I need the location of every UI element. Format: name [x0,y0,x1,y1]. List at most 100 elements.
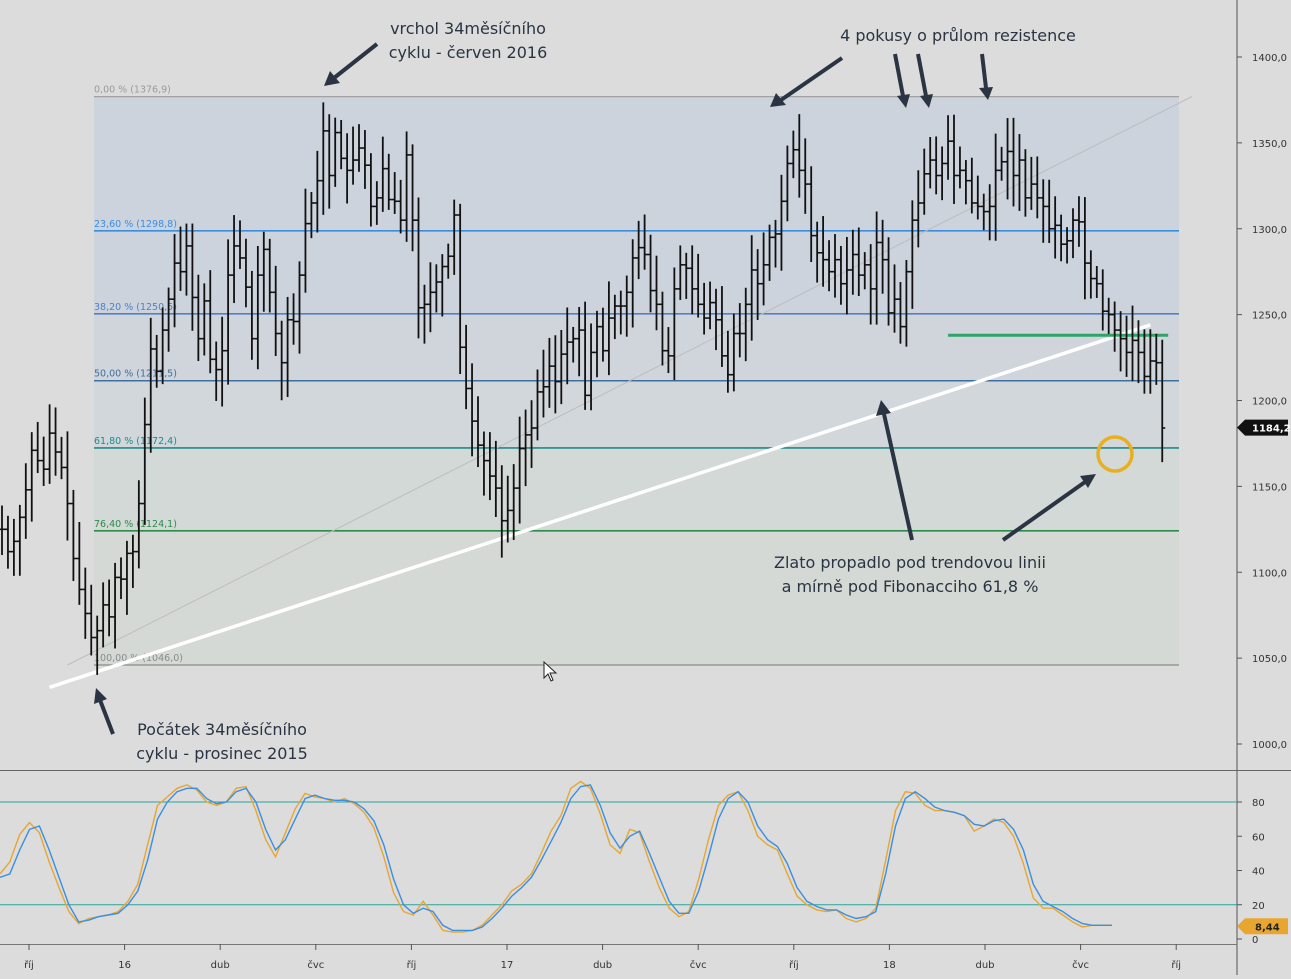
price-bar [350,126,357,185]
price-bar [599,307,606,362]
price-bar [1058,214,1065,262]
price-bar [974,175,981,220]
arrow-peak-shaft [332,42,379,80]
price-bar [308,192,315,239]
price-bar [248,270,255,360]
price-bar [570,326,577,363]
time-tick-label: 18 [883,960,896,971]
price-bar [367,153,374,227]
oscillator-tick-label: 60 [1252,832,1265,843]
annotation-resistance-line1: 4 pokusy o průlom rezistence [840,26,1076,45]
price-bar [46,404,53,484]
price-bar [909,200,916,309]
price-bar [451,199,458,275]
fib-zone-fill [94,230,1179,314]
price-bar [242,238,249,308]
price-bar [629,239,636,328]
price-bar [237,220,243,269]
time-tick-label: říj [789,959,799,971]
fib-level-label: 76,40 % (1124,1) [94,519,177,530]
price-bar [70,489,77,582]
price-bar [1117,311,1124,372]
price-axis: 1000,0 1050,0 1100,0 1150,0 1200,0 1250,0 1300… [1237,53,1287,751]
price-bar [1034,156,1041,219]
price-bar [945,115,952,180]
price-bar [361,130,368,189]
price-bar [897,282,904,344]
price-bar [28,432,35,522]
price-bar [766,224,773,281]
time-tick-label: říj [407,959,417,971]
price-bar [165,287,172,352]
price-bar [314,150,321,233]
price-bar [701,282,708,335]
fib-zone-fill [94,447,1179,531]
price-bar [962,160,969,205]
price-tick-label: 1200,0 [1252,397,1287,408]
price-bar [415,197,422,339]
price-bar [623,275,630,337]
fib-level-label: 61,80 % (1172,4) [94,436,177,447]
price-tick-label: 1400,0 [1252,53,1287,64]
price-bar [469,363,476,457]
price-bar [159,307,166,385]
price-bar [88,584,95,656]
price-bar [742,287,749,362]
annotation-breakdown-line1: Zlato propadlo pod trendovou linii [774,553,1046,572]
price-bar [445,243,452,279]
price-bar [1123,315,1130,377]
price-bar [582,301,589,410]
price-bar [189,223,196,331]
price-bar [254,245,261,370]
price-bar [713,288,719,351]
price-bar [1099,269,1106,331]
price-bar [1111,301,1118,352]
price-bar [671,267,678,381]
annotation-peak: vrchol 34měsíčního cyklu - červen 2016 [324,19,547,86]
price-bar [695,253,702,318]
price-bar [52,407,59,476]
price-bar [1129,305,1136,382]
price-bar [16,504,23,576]
price-bar [843,236,850,315]
price-bar [356,124,362,172]
arrow-peak-head [324,71,340,86]
price-bar [302,188,309,293]
price-bar [790,130,797,179]
price-bar [1159,339,1166,463]
price-tick-label: 1350,0 [1252,139,1287,150]
price-bar [219,316,226,407]
stochastic-panel: 0 20 40 60 80 [0,780,1265,946]
price-bar [540,349,547,418]
price-bar [528,400,535,468]
annotation-start: Počátek 34měsíčního cyklu - prosinec 201… [94,688,308,763]
price-bar [225,239,232,385]
price-bar [1141,329,1148,394]
price-bar [504,475,511,543]
price-bar [1081,197,1088,300]
price-bar [546,337,553,408]
price-bar [10,518,17,576]
price-bar [34,421,41,474]
price-bar [486,432,493,501]
price-bar [576,306,583,377]
price-bar [849,229,856,295]
price-bar [1147,329,1154,394]
price-bar [772,219,779,268]
price-bar [1004,118,1011,200]
current-price-label: 1184,2 [1252,424,1291,435]
price-bar [141,397,148,525]
price-bar [516,416,523,524]
price-bar [344,133,351,204]
price-bar [808,166,815,263]
price-bar [427,262,434,333]
price-bar [992,133,999,241]
price-bar [320,102,327,215]
price-bar [373,181,380,225]
price-bar [1105,297,1112,334]
major-trendline [49,323,1151,689]
price-bar [40,436,47,486]
time-tick-label: čvc [307,959,324,971]
price-bar [915,170,922,248]
oscillator-tick-label: 80 [1252,798,1265,809]
